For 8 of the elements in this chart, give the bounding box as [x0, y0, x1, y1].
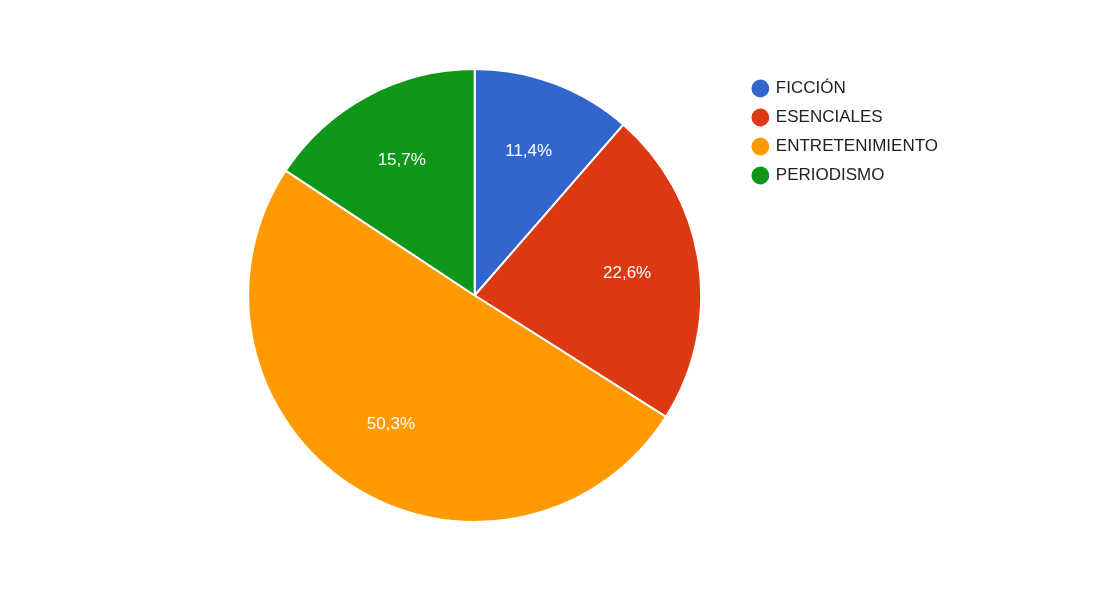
data-label: 11,4%: [505, 140, 553, 160]
data-label: 22,6%: [602, 263, 652, 283]
legend-label: PERIODISMO: [775, 165, 885, 185]
data-label: 15,7%: [377, 149, 426, 169]
legend-label: FICCIÓN: [775, 78, 846, 98]
legend-label: ESENCIALES: [775, 107, 883, 127]
legend-label: ENTRETENIMIENTO: [775, 136, 938, 156]
data-label: 50,3%: [366, 414, 416, 434]
